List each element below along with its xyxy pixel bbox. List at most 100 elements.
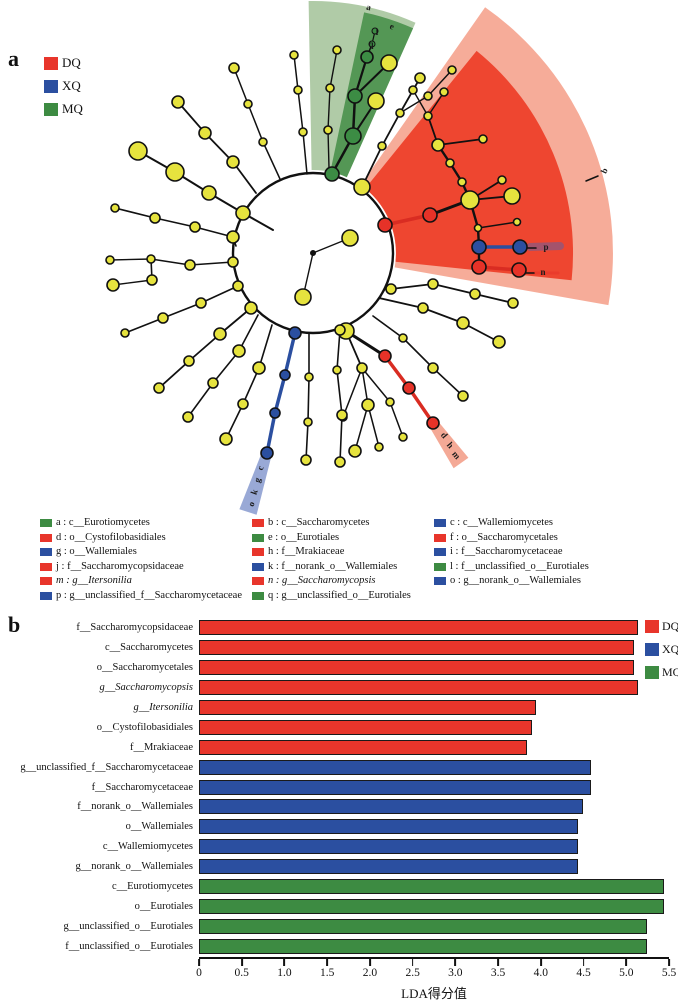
bar-label: o__Saccharomycetales [96,662,193,674]
inner-ring [231,171,395,335]
taxa-label: a : c__Eurotiomycetes [56,517,150,528]
bar [199,879,664,895]
bar-track [199,620,668,636]
taxa-legend-item: d : o__Cystofilobasidiales [40,532,242,547]
bar-row: c__Wallemiomycetes [0,837,678,857]
axis-tick [240,958,243,966]
tree-edge [233,67,249,105]
tree-node [324,166,340,182]
tree-node [279,369,291,381]
tree-edge [297,89,304,133]
tree-node [235,205,251,221]
taxa-legend-item: g : o__Wallemiales [40,546,242,561]
tree-node [344,127,362,145]
tree-node [106,278,120,292]
bar-track [199,918,668,934]
tree-edge [336,369,343,416]
axis-tick [198,958,200,966]
axis-tick-label: 1.0 [277,966,292,979]
tree-node [189,221,201,233]
legend-swatch [645,620,659,633]
taxa-label: q : g__unclassified_o__Eurotiales [268,589,411,601]
tree-edge [412,89,429,117]
tree-node [325,83,335,93]
bar-row: o__Saccharomycetales [0,658,678,678]
tree-edge [247,103,264,143]
axis-tick-label: 5.0 [619,966,634,979]
tree-edge [177,101,206,134]
tree-edge [329,49,338,89]
legend-label: XQ [662,642,678,656]
tree-node [469,288,481,300]
bar-label: o__Cystofilobasidiales [96,721,193,733]
taxa-label: k : f__norank_o__Wallemiales [268,560,398,572]
legend-swatch [645,643,659,656]
tree-edge [361,367,391,403]
legend-label: DQ [62,55,81,70]
clade-letter: d [439,430,450,440]
bar-label: g__unclassified_f__Saccharomycetaceae [20,761,193,773]
axis-tick [326,958,329,966]
taxa-legend-item: n : g__Saccharomycopsis [252,575,411,590]
tree-node [385,397,395,407]
tree-node [226,230,240,244]
tree-edge [200,285,239,304]
tree-edge [262,141,281,180]
axis-tick-label: 1.5 [319,966,335,979]
tree-node [232,344,246,358]
tree-node [427,362,439,374]
tree-node [128,141,148,161]
legend-label: MQ [62,101,83,116]
bar-track [199,879,668,895]
bar-row: f__Saccharomycopsidaceae [0,618,678,638]
bar-row: g__Itersonilia [0,698,678,718]
bar-label: f__Saccharomycetaceae [91,781,193,793]
taxa-legend-item: p : g__unclassified_f__Saccharomycetacea… [40,590,242,605]
clade-strip [428,420,469,469]
axis-tick-label: 3.0 [448,966,463,979]
taxa-legend-item: j : f__Saccharomycopsidaceae [40,561,242,576]
group-legend-panel-a: DQ XQ MQ [44,55,83,124]
tree-node [417,302,429,314]
tree-node [473,223,483,233]
bar-row: o__Eurotiales [0,896,678,916]
tree-edge [162,302,202,319]
tree-edge [293,54,299,91]
taxa-legend-item: c : c__Wallemiomycetes [434,517,589,532]
bar [199,938,647,954]
tree-edge [187,382,214,418]
taxa-swatch [252,519,264,527]
tree-node [445,158,455,168]
tree-node [512,239,528,255]
tree-edge [422,307,464,324]
axis-tick [283,958,286,966]
axis-tick-label: 5.5 [661,966,677,979]
taxa-swatch [40,562,52,571]
bar [199,779,592,795]
tree-edge [399,77,421,114]
taxa-label: i : f__Saccharomycetaceae [450,546,563,558]
bar [199,819,579,835]
bar-track [199,839,668,855]
clade-letter: o [246,500,257,508]
tree-edge [474,293,514,304]
tree-edge [372,315,404,339]
taxa-label: h : f__Mrakiaceae [268,546,345,558]
bar-track [199,819,668,835]
tree-node [213,327,227,341]
tree-node [207,377,219,389]
tree-node [377,141,387,151]
legend-swatch [44,102,58,116]
tree-node [227,256,239,268]
axis-tick [454,958,457,966]
bar-track [199,799,668,815]
tree-node [360,50,374,64]
bar [199,799,583,815]
taxa-label: n : g__Saccharomycopsis [268,575,376,587]
panel-a-label: a [8,46,19,71]
bar-row: f__Saccharomycetaceae [0,777,678,797]
clade-letter: g [252,476,263,484]
tree-node [492,335,506,349]
